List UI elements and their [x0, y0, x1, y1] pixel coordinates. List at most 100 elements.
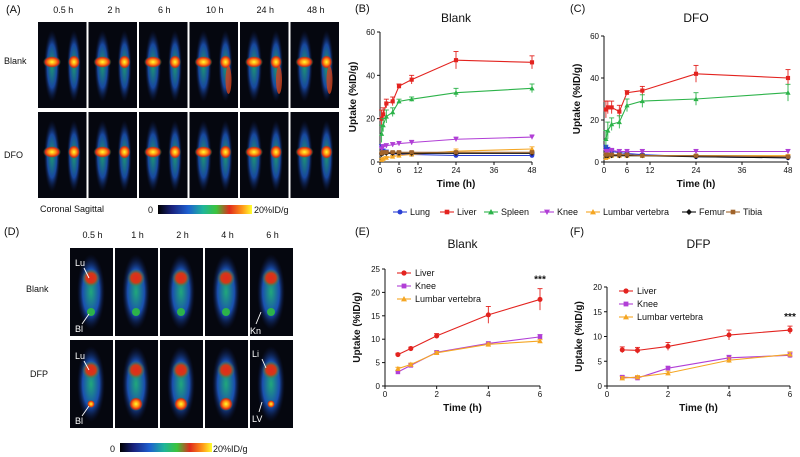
data-point — [619, 375, 626, 381]
panel-a-mouse-image — [88, 22, 137, 108]
coronal-liver — [194, 146, 213, 158]
data-point — [529, 146, 535, 152]
data-point — [609, 121, 615, 127]
series-liver — [603, 64, 791, 118]
y-tick-label: 0 — [595, 158, 600, 167]
data-point — [409, 150, 414, 155]
data-point — [609, 105, 614, 110]
liver-hotspot — [172, 361, 190, 379]
data-point — [619, 347, 625, 353]
legend-marker — [686, 209, 692, 215]
sagittal-liver — [320, 145, 333, 159]
x-tick-label: 12 — [646, 166, 655, 175]
annotation-arrow — [81, 405, 90, 417]
data-point — [380, 144, 386, 150]
bladder-hotspot — [177, 308, 185, 316]
data-point — [693, 96, 699, 102]
y-tick-label: 60 — [366, 28, 375, 37]
panel-d-mouse-image — [70, 340, 113, 428]
data-point — [390, 150, 395, 155]
series-spleen — [378, 83, 535, 143]
panel-d-time-labels: 0.5 h 1 h 2 h 4 h 6 h — [82, 230, 278, 240]
y-tick-label: 40 — [590, 74, 599, 83]
liver-hotspot — [217, 361, 235, 379]
chart-c: (C) DFO 0 6 12 24 36 48 0 20 40 60 Time (h) Uptake (%… — [570, 3, 793, 190]
coronal-liver — [93, 56, 112, 68]
legend-label: Lung — [410, 207, 430, 217]
data-point — [616, 119, 622, 125]
data-point — [634, 347, 641, 353]
panel-a-scale-max: 20%ID/g — [254, 205, 289, 215]
series-lumbar-vertebra — [619, 351, 793, 381]
bladder-hotspot — [267, 400, 275, 408]
sagittal-liver — [68, 55, 80, 69]
y-tick-label: 5 — [598, 357, 603, 366]
x-axis-label: Time (h) — [677, 179, 716, 190]
panel-d-mouse-image — [115, 340, 158, 428]
data-point — [693, 71, 699, 76]
coronal-liver — [194, 56, 213, 68]
legend-label: Spleen — [501, 207, 529, 217]
panel-a-time-label: 2 h — [107, 5, 120, 15]
panel-label: (B) — [355, 3, 370, 15]
panel-d-mouse-image — [205, 340, 248, 428]
panel-a-view-label: Coronal Sagittal — [40, 204, 104, 214]
y-tick-label: 25 — [371, 265, 380, 274]
series-lumbar-vertebra — [395, 338, 543, 371]
data-point — [390, 153, 396, 159]
data-point — [639, 98, 645, 104]
legend-label: Knee — [557, 207, 578, 217]
liver-hotspot — [262, 269, 280, 287]
data-point — [624, 102, 630, 108]
data-point — [390, 142, 396, 148]
data-point — [433, 349, 440, 356]
panel-a-mouse-image — [189, 22, 238, 108]
liver-hotspot — [127, 361, 145, 379]
data-point — [609, 148, 615, 154]
sagittal-liver — [219, 55, 232, 69]
panel-a-label: (A) — [6, 4, 21, 16]
legend-marker — [623, 301, 629, 307]
y-axis-label: Uptake (%ID/g) — [574, 301, 585, 372]
panel-a-time-label: 24 h — [256, 5, 274, 15]
y-axis-label: Uptake (%ID/g) — [572, 64, 583, 135]
panel-a-mouse-image — [240, 22, 289, 108]
bladder-hotspot — [174, 397, 188, 411]
data-point — [787, 327, 793, 333]
coronal-liver — [43, 146, 61, 158]
panel-d-mouse-image — [250, 340, 293, 428]
data-point — [529, 135, 535, 140]
panel-d-scale-max: 20%ID/g — [213, 444, 248, 454]
panel-a-time-label: 10 h — [206, 5, 224, 15]
data-point — [384, 101, 389, 106]
x-tick-label: 6 — [397, 166, 402, 175]
data-point — [603, 107, 608, 112]
data-point — [785, 149, 791, 155]
x-tick-label: 2 — [434, 390, 439, 399]
x-tick-label: 24 — [452, 166, 461, 175]
legend-marker — [488, 209, 494, 215]
legend-label: Tibia — [743, 207, 762, 217]
data-point — [434, 333, 440, 339]
coronal-liver — [144, 56, 162, 68]
panel-d-mouse-image — [160, 340, 203, 428]
panel-d-label: (D) — [4, 226, 19, 238]
panel-a-scale-min: 0 — [148, 205, 153, 215]
data-point — [726, 332, 732, 338]
panel-d-mouse-image — [250, 248, 293, 336]
liver-hotspot — [82, 361, 100, 379]
body-glow — [257, 346, 285, 422]
x-tick-label: 4 — [486, 390, 491, 399]
data-point — [605, 105, 610, 110]
legend-label: Liver — [415, 268, 435, 278]
panel-a-row-dfo-label: DFO — [4, 150, 23, 160]
liver-hotspot — [172, 269, 190, 287]
legend-marker — [730, 209, 736, 215]
liver-hotspot — [217, 269, 235, 287]
y-tick-label: 10 — [371, 335, 380, 344]
data-point — [665, 365, 671, 371]
series-tibia — [603, 152, 791, 159]
annotation-lu: Lu — [75, 351, 85, 361]
sagittal-liver — [68, 145, 80, 159]
